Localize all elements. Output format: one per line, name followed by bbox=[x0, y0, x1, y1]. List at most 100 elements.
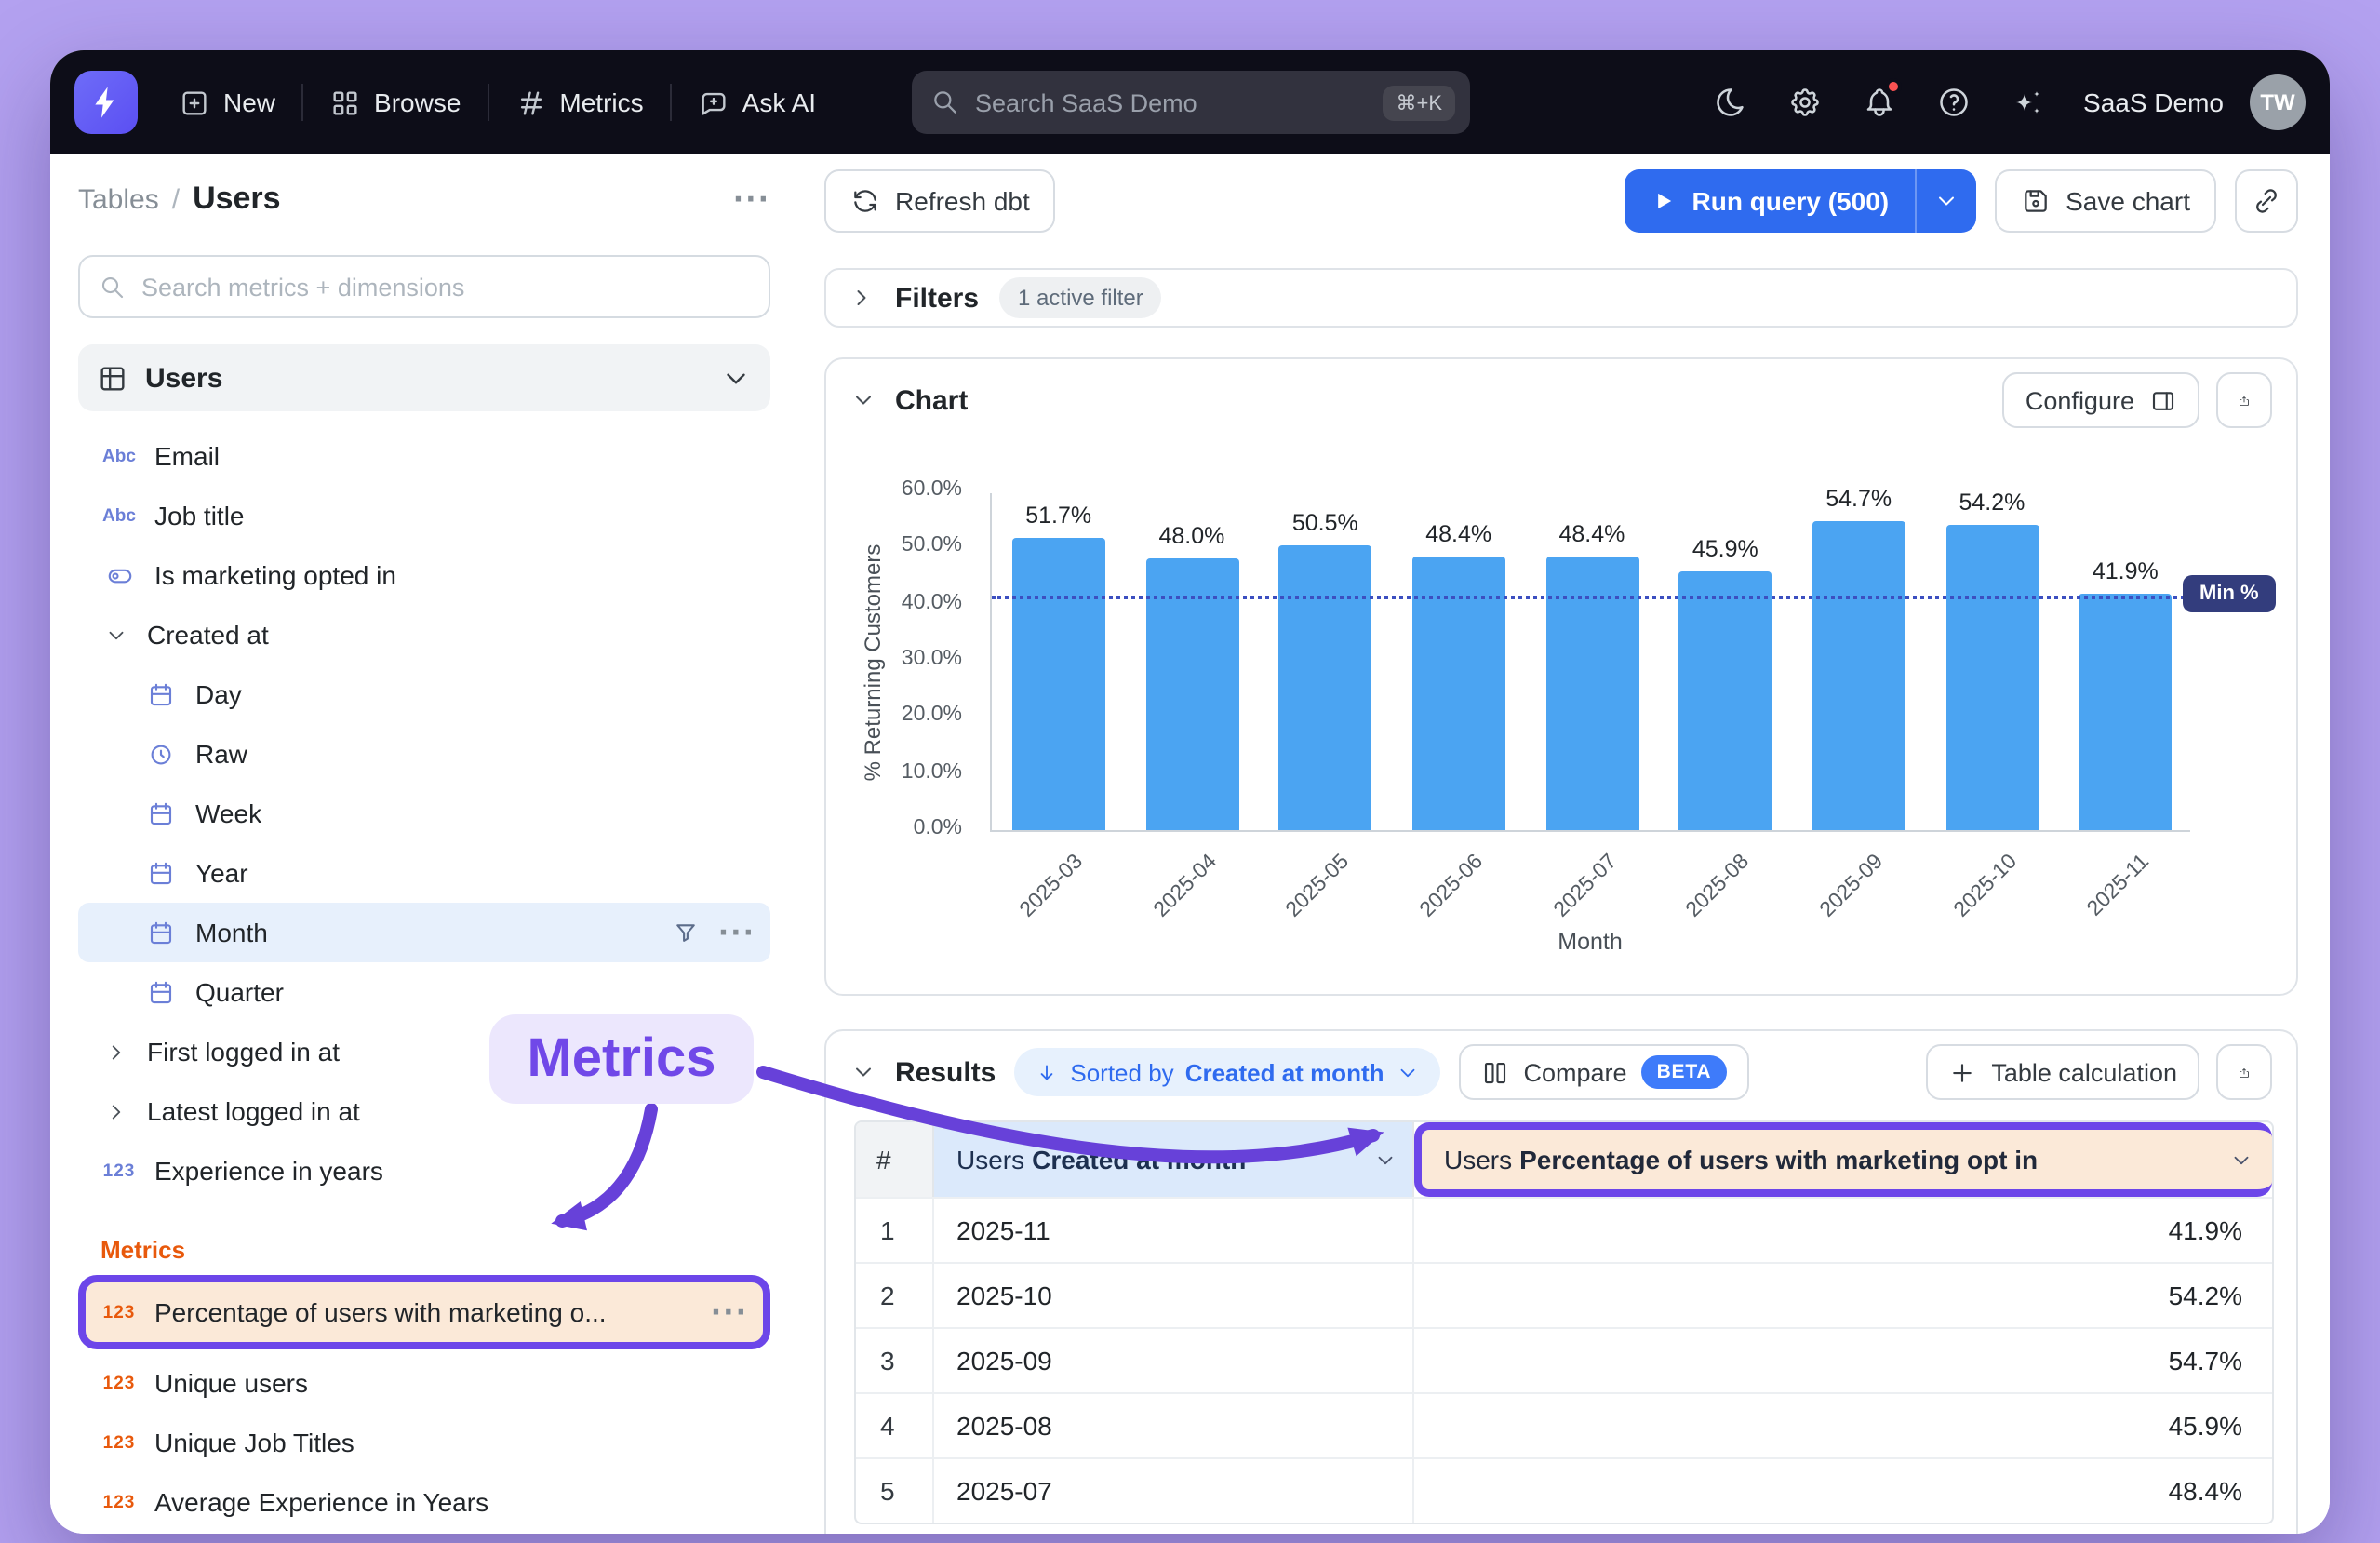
month-cell[interactable]: 2025-08 bbox=[934, 1394, 1414, 1457]
month-cell[interactable]: 2025-09 bbox=[934, 1329, 1414, 1392]
dimension-created-at-raw[interactable]: Raw bbox=[78, 724, 770, 784]
ai-sparkles-button[interactable] bbox=[1994, 69, 2061, 136]
column-metric-header[interactable]: Users Percentage of users with marketing … bbox=[1414, 1122, 2272, 1197]
nav-new-button[interactable]: New bbox=[156, 72, 298, 133]
notifications-button[interactable] bbox=[1845, 69, 1912, 136]
dimension-job-title[interactable]: Abc Job title bbox=[78, 486, 770, 545]
compare-button[interactable]: Compare BETA bbox=[1458, 1044, 1749, 1100]
dimension-is-marketing-opted-in[interactable]: Is marketing opted in bbox=[78, 545, 770, 605]
chevron-down-icon bbox=[1396, 1060, 1420, 1084]
results-table: # Users Created at month Users Percentage … bbox=[854, 1120, 2274, 1524]
bar[interactable] bbox=[1411, 557, 1505, 830]
configure-button[interactable]: Configure bbox=[2002, 372, 2199, 428]
abc-icon: Abc bbox=[102, 446, 136, 466]
chevron-down-icon[interactable] bbox=[850, 1059, 876, 1085]
filters-section[interactable]: Filters 1 active filter bbox=[824, 268, 2298, 328]
save-chart-button[interactable]: Save chart bbox=[1995, 169, 2216, 233]
dots-menu-icon[interactable]: ··· bbox=[717, 916, 755, 949]
month-cell[interactable]: 2025-10 bbox=[934, 1264, 1414, 1327]
dimension-created-at-week[interactable]: Week bbox=[78, 784, 770, 843]
dimension-created-at-month[interactable]: Month ··· bbox=[78, 903, 770, 962]
app-logo[interactable] bbox=[74, 71, 138, 134]
month-cell[interactable]: 2025-07 bbox=[934, 1459, 1414, 1523]
chevron-down-icon[interactable] bbox=[2229, 1147, 2253, 1172]
sidebar-search-input[interactable] bbox=[141, 273, 750, 301]
export-chart-button[interactable] bbox=[2216, 372, 2272, 428]
metric-value-cell[interactable]: 54.2% bbox=[2168, 1281, 2242, 1310]
metric-value-cell[interactable]: 54.7% bbox=[2168, 1346, 2242, 1375]
breadcrumb-menu-icon[interactable]: ··· bbox=[732, 182, 770, 216]
results-title: Results bbox=[895, 1056, 996, 1088]
sorted-by-pill[interactable]: Sorted by Created at month bbox=[1014, 1048, 1440, 1096]
dimension-created-at-day[interactable]: Day bbox=[78, 664, 770, 724]
global-search[interactable]: ⌘+K bbox=[912, 71, 1470, 134]
sidebar-search[interactable] bbox=[78, 255, 770, 318]
table-row[interactable]: 5 2025-07 48.4% bbox=[856, 1457, 2272, 1523]
global-search-input[interactable] bbox=[960, 88, 1384, 116]
bar-value-label: 50.5% bbox=[1291, 509, 1358, 536]
table-users-header[interactable]: Users bbox=[78, 344, 770, 411]
table-row[interactable]: 4 2025-08 45.9% bbox=[856, 1392, 2272, 1457]
column-created-at-month-header[interactable]: Users Created at month bbox=[934, 1122, 1414, 1197]
metric-value-cell[interactable]: 41.9% bbox=[2168, 1215, 2242, 1245]
min-reference-line bbox=[992, 595, 2192, 599]
run-query-dropdown[interactable] bbox=[1915, 169, 1976, 233]
metric-value-cell[interactable]: 45.9% bbox=[2168, 1411, 2242, 1441]
dimension-experience-in-years[interactable]: 123 Experience in years bbox=[78, 1141, 770, 1201]
share-link-button[interactable] bbox=[2235, 169, 2298, 233]
bar[interactable] bbox=[1545, 557, 1638, 830]
dimension-created-at-year[interactable]: Year bbox=[78, 843, 770, 903]
dimension-email[interactable]: Abc Email bbox=[78, 426, 770, 486]
table-row[interactable]: 3 2025-09 54.7% bbox=[856, 1327, 2272, 1392]
metric-percentage-marketing-opt-in[interactable]: 123 Percentage of users with marketing o… bbox=[78, 1275, 770, 1349]
month-cell[interactable]: 2025-11 bbox=[934, 1199, 1414, 1262]
arrow-down-icon bbox=[1035, 1060, 1059, 1084]
table-row[interactable]: 1 2025-11 41.9% bbox=[856, 1197, 2272, 1262]
dimension-label: Year bbox=[195, 858, 248, 888]
column-index-header[interactable]: # bbox=[856, 1122, 934, 1197]
run-query-button[interactable]: Run query (500) bbox=[1625, 169, 1977, 233]
chart-section: Chart Configure % Returning Customers 0.… bbox=[824, 357, 2298, 996]
dots-menu-icon[interactable]: ··· bbox=[710, 1295, 748, 1329]
chevron-down-icon[interactable] bbox=[720, 362, 752, 394]
refresh-dbt-button[interactable]: Refresh dbt bbox=[824, 169, 1056, 233]
bar[interactable] bbox=[1678, 570, 1772, 830]
bar[interactable] bbox=[1011, 538, 1105, 830]
bar[interactable] bbox=[1145, 558, 1238, 830]
dimension-group-latest-logged-in-at[interactable]: Latest logged in at bbox=[78, 1081, 770, 1141]
chevron-right-icon[interactable] bbox=[100, 1099, 130, 1123]
table-row[interactable]: 2 2025-10 54.2% bbox=[856, 1262, 2272, 1327]
filter-funnel-icon[interactable] bbox=[672, 919, 700, 946]
dark-mode-button[interactable] bbox=[1696, 69, 1763, 136]
metric-average-experience[interactable]: 123 Average Experience in Years bbox=[78, 1472, 770, 1532]
bar-chart: % Returning Customers 0.0% 10.0% 20.0% 30.0… bbox=[826, 441, 2296, 996]
metric-label: Unique Job Titles bbox=[154, 1428, 354, 1457]
table-calculation-button[interactable]: Table calculation bbox=[1926, 1044, 2199, 1100]
workspace-name[interactable]: SaaS Demo bbox=[2083, 87, 2224, 117]
chevron-right-icon[interactable] bbox=[849, 285, 875, 311]
export-results-button[interactable] bbox=[2216, 1044, 2272, 1100]
user-avatar[interactable]: TW bbox=[2250, 74, 2306, 130]
bar[interactable] bbox=[1945, 524, 2039, 830]
breadcrumb-tables[interactable]: Tables bbox=[78, 184, 159, 216]
bar[interactable] bbox=[1278, 544, 1372, 830]
y-axis-ticks: 0.0% 10.0% 20.0% 30.0% 40.0% 50.0% 60.0% bbox=[847, 478, 977, 839]
chevron-down-icon[interactable] bbox=[850, 387, 876, 413]
chevron-down-icon[interactable] bbox=[100, 623, 130, 647]
chevron-right-icon[interactable] bbox=[100, 1040, 130, 1064]
dimension-group-first-logged-in-at[interactable]: First logged in at bbox=[78, 1022, 770, 1081]
bar[interactable] bbox=[1812, 521, 1905, 830]
settings-button[interactable] bbox=[1771, 69, 1838, 136]
bar[interactable] bbox=[2079, 593, 2173, 830]
nav-browse-button[interactable]: Browse bbox=[307, 72, 483, 133]
nav-metrics-button[interactable]: Metrics bbox=[492, 72, 665, 133]
nav-ask-ai-button[interactable]: Ask AI bbox=[675, 72, 838, 133]
dimension-group-created-at[interactable]: Created at bbox=[78, 605, 770, 664]
dimension-created-at-quarter[interactable]: Quarter bbox=[78, 962, 770, 1022]
chevron-down-icon[interactable] bbox=[1373, 1147, 1397, 1172]
metric-unique-users[interactable]: 123 Unique users bbox=[78, 1353, 770, 1413]
metric-value-cell[interactable]: 48.4% bbox=[2168, 1476, 2242, 1506]
x-axis-title: Month bbox=[1558, 929, 1623, 955]
metric-unique-job-titles[interactable]: 123 Unique Job Titles bbox=[78, 1413, 770, 1472]
help-button[interactable] bbox=[1919, 69, 1986, 136]
